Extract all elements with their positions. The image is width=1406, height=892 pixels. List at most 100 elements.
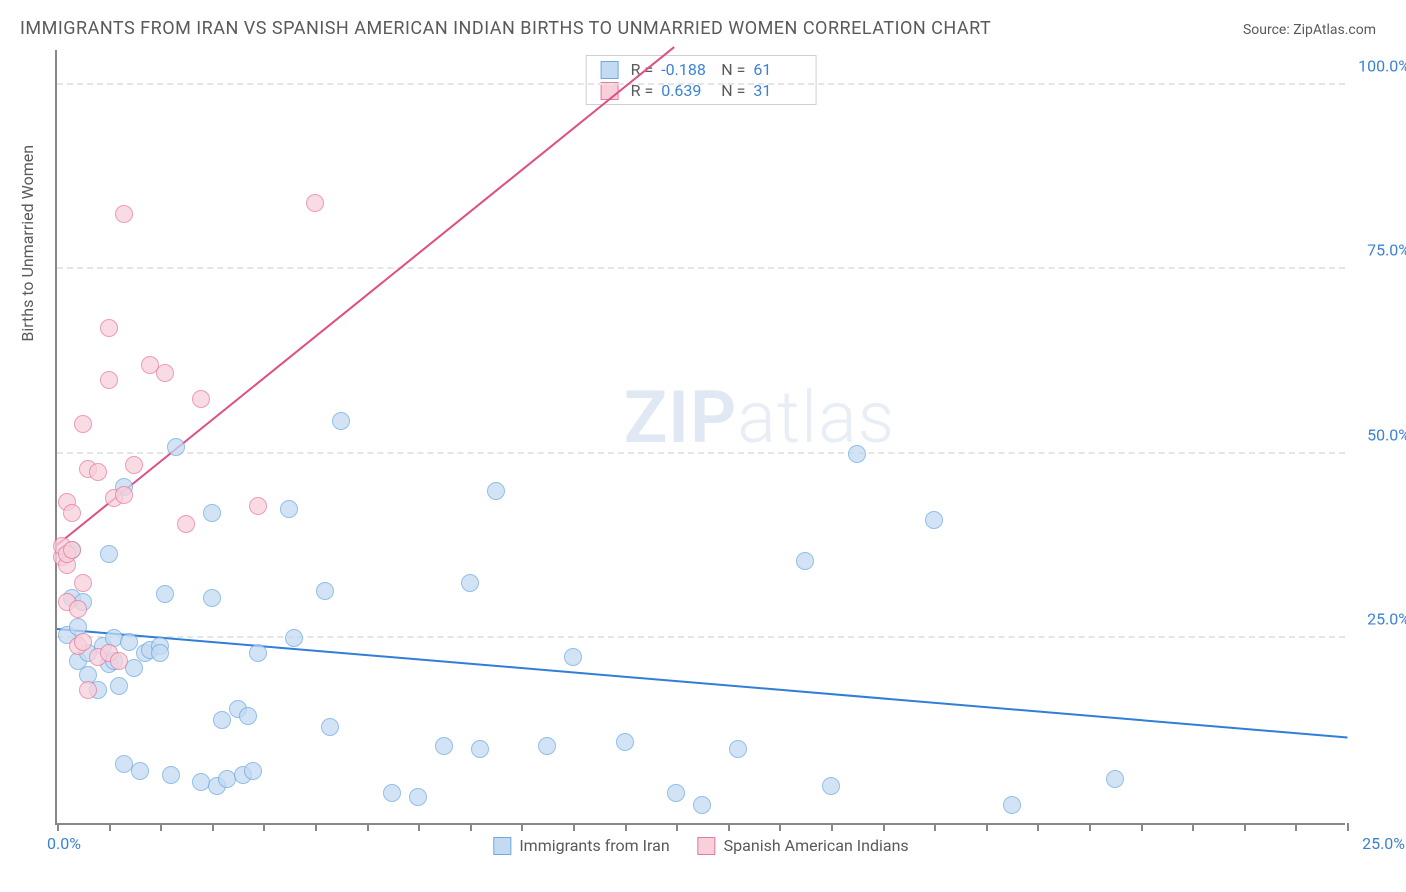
legend-swatch	[601, 61, 619, 79]
r-label: R =	[631, 60, 654, 79]
scatter-point	[461, 574, 479, 592]
scatter-point	[249, 497, 267, 515]
scatter-point	[162, 766, 180, 784]
x-tick	[315, 823, 317, 831]
scatter-point	[213, 711, 231, 729]
chart-plot-area: ZIPatlas R =-0.188N =61R =0.639N =31 Imm…	[55, 50, 1345, 825]
scatter-point	[167, 438, 185, 456]
x-tick	[1089, 823, 1091, 831]
scatter-point	[822, 777, 840, 795]
x-tick	[160, 823, 162, 831]
scatter-point	[538, 737, 556, 755]
gridline	[57, 267, 1345, 269]
x-tick	[1192, 823, 1194, 831]
y-tick-label: 50.0%	[1367, 425, 1406, 444]
x-tick	[1244, 823, 1246, 831]
scatter-point	[1106, 770, 1124, 788]
n-label: N =	[721, 60, 745, 79]
gridline	[57, 83, 1345, 85]
trend-line	[56, 46, 675, 546]
scatter-point	[115, 486, 133, 504]
scatter-point	[1003, 796, 1021, 814]
scatter-point	[925, 511, 943, 529]
scatter-point	[110, 652, 128, 670]
scatter-point	[63, 504, 81, 522]
x-tick	[212, 823, 214, 831]
scatter-point	[74, 415, 92, 433]
x-tick	[934, 823, 936, 831]
scatter-point	[280, 500, 298, 518]
x-tick	[1295, 823, 1297, 831]
scatter-point	[156, 364, 174, 382]
scatter-point	[848, 445, 866, 463]
x-tick	[367, 823, 369, 831]
scatter-point	[667, 784, 685, 802]
scatter-point	[383, 784, 401, 802]
scatter-point	[487, 482, 505, 500]
scatter-point	[203, 504, 221, 522]
chart-title: IMMIGRANTS FROM IRAN VS SPANISH AMERICAN…	[20, 18, 991, 39]
x-tick	[883, 823, 885, 831]
legend-swatch	[493, 837, 511, 855]
gridline	[57, 636, 1345, 638]
scatter-point	[63, 541, 81, 559]
scatter-point	[151, 644, 169, 662]
scatter-point	[316, 582, 334, 600]
scatter-point	[321, 718, 339, 736]
scatter-point	[156, 585, 174, 603]
x-tick	[986, 823, 988, 831]
scatter-point	[471, 740, 489, 758]
x-tick	[57, 823, 59, 831]
legend-swatch	[698, 837, 716, 855]
scatter-point	[332, 412, 350, 430]
x-tick	[263, 823, 265, 831]
scatter-point	[239, 707, 257, 725]
scatter-point	[435, 737, 453, 755]
scatter-point	[306, 194, 324, 212]
scatter-point	[564, 648, 582, 666]
scatter-point	[616, 733, 634, 751]
scatter-point	[203, 589, 221, 607]
x-tick	[1347, 823, 1349, 831]
scatter-point	[285, 629, 303, 647]
y-tick-label: 100.0%	[1358, 56, 1406, 75]
legend-series-label: Spanish American Indians	[724, 836, 909, 855]
scatter-point	[192, 390, 210, 408]
r-value: -0.188	[661, 60, 709, 79]
scatter-point	[125, 456, 143, 474]
scatter-point	[244, 762, 262, 780]
x-tick	[728, 823, 730, 831]
scatter-point	[100, 545, 118, 563]
x-tick	[831, 823, 833, 831]
n-value: 61	[753, 60, 801, 79]
x-tick	[625, 823, 627, 831]
scatter-point	[110, 677, 128, 695]
scatter-point	[409, 788, 427, 806]
legend-series-label: Immigrants from Iran	[519, 836, 669, 855]
scatter-point	[79, 681, 97, 699]
correlation-legend: R =-0.188N =61R =0.639N =31	[586, 55, 817, 105]
series-legend: Immigrants from Iran Spanish American Ind…	[493, 836, 908, 855]
y-axis-title: Births to Unmarried Women	[18, 145, 37, 342]
x-tick	[470, 823, 472, 831]
scatter-point	[74, 574, 92, 592]
scatter-point	[796, 552, 814, 570]
scatter-point	[249, 644, 267, 662]
legend-series-item: Spanish American Indians	[698, 836, 909, 855]
x-axis-min-label: 0.0%	[47, 834, 81, 853]
scatter-point	[131, 762, 149, 780]
x-tick	[1141, 823, 1143, 831]
x-tick	[109, 823, 111, 831]
y-tick-label: 75.0%	[1367, 241, 1406, 260]
legend-correlation-row: R = -0.188 N = 61	[601, 60, 802, 79]
y-tick-label: 25.0%	[1367, 610, 1406, 629]
scatter-point	[177, 515, 195, 533]
x-tick	[779, 823, 781, 831]
scatter-point	[120, 633, 138, 651]
scatter-point	[693, 796, 711, 814]
x-tick	[1037, 823, 1039, 831]
scatter-point	[100, 319, 118, 337]
scatter-point	[729, 740, 747, 758]
scatter-point	[74, 633, 92, 651]
source-attribution: Source: ZipAtlas.com	[1243, 22, 1376, 38]
